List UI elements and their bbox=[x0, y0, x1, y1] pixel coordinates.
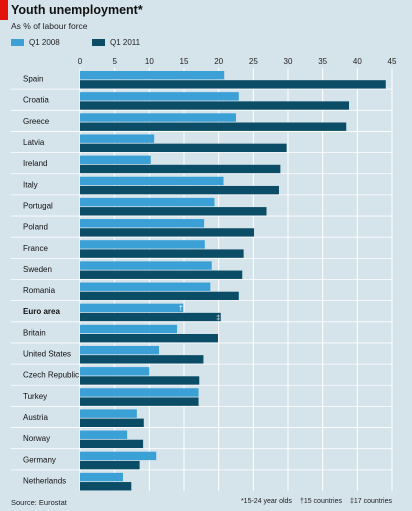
bar-turkey-q1-2011 bbox=[80, 397, 199, 406]
bar-poland-q1-2008 bbox=[80, 219, 205, 228]
bar-united-states-q1-2008 bbox=[80, 345, 160, 355]
bar-czech-republic-q1-2011 bbox=[80, 376, 200, 385]
bar-latvia-q1-2011 bbox=[80, 143, 287, 153]
bar-euro-area-q1-2008 bbox=[80, 303, 184, 313]
x-tick-label-35: 35 bbox=[318, 57, 327, 66]
category-label-britain: Britain bbox=[23, 328, 46, 337]
chart-title: Youth unemployment* bbox=[11, 3, 143, 17]
category-label-italy: Italy bbox=[23, 180, 38, 189]
annotation-marker-euro-area-q1-2008: † bbox=[179, 304, 183, 313]
footnote-age: *15-24 year olds bbox=[240, 498, 292, 505]
x-tick-label-30: 30 bbox=[284, 57, 293, 66]
x-tick-label-0: 0 bbox=[78, 57, 83, 66]
category-label-czech-republic: Czech Republic bbox=[23, 371, 79, 380]
category-label-euro-area: Euro area bbox=[23, 307, 60, 316]
bar-netherlands-q1-2011 bbox=[80, 482, 132, 491]
bar-latvia-q1-2008 bbox=[80, 134, 155, 143]
bar-spain-q1-2011 bbox=[80, 80, 386, 89]
bar-austria-q1-2011 bbox=[80, 418, 144, 427]
bar-poland-q1-2011 bbox=[80, 228, 255, 237]
bar-austria-q1-2008 bbox=[80, 409, 137, 418]
category-label-portugal: Portugal bbox=[23, 201, 53, 210]
bar-united-states-q1-2011 bbox=[80, 355, 204, 364]
bar-italy-q1-2011 bbox=[80, 185, 279, 195]
bar-france-q1-2008 bbox=[80, 240, 205, 249]
chart-subtitle: As % of labour force bbox=[11, 21, 88, 31]
footnote-17-countries: ‡17 countries bbox=[349, 498, 392, 505]
bar-germany-q1-2011 bbox=[80, 460, 140, 470]
category-label-netherlands: Netherlands bbox=[23, 476, 66, 485]
category-label-norway: Norway bbox=[23, 434, 50, 443]
bar-spain-q1-2008 bbox=[80, 71, 225, 80]
annotation-marker-euro-area-q1-2011: ‡ bbox=[216, 313, 220, 322]
category-label-united-states: United States bbox=[23, 350, 71, 359]
bar-croatia-q1-2011 bbox=[80, 101, 350, 110]
source-note: Source: Eurostat bbox=[11, 498, 67, 507]
bar-euro-area-q1-2011 bbox=[80, 312, 221, 322]
legend-label-q1-2011: Q1 2011 bbox=[110, 38, 141, 47]
bar-turkey-q1-2008 bbox=[80, 388, 199, 397]
legend-item-q1-2008: Q1 2008 bbox=[11, 38, 60, 47]
category-label-greece: Greece bbox=[23, 117, 50, 126]
category-label-latvia: Latvia bbox=[23, 138, 45, 147]
category-label-croatia: Croatia bbox=[23, 96, 49, 105]
bar-greece-q1-2008 bbox=[80, 113, 236, 122]
bar-norway-q1-2008 bbox=[80, 430, 128, 439]
legend-swatch-q1-2011 bbox=[92, 39, 105, 46]
category-label-austria: Austria bbox=[23, 413, 48, 422]
bar-romania-q1-2011 bbox=[80, 291, 239, 301]
bar-ireland-q1-2008 bbox=[80, 155, 151, 164]
red-accent-tab bbox=[0, 0, 8, 20]
category-label-spain: Spain bbox=[23, 75, 43, 84]
legend-label-q1-2008: Q1 2008 bbox=[29, 38, 60, 47]
bar-norway-q1-2011 bbox=[80, 439, 144, 449]
bar-greece-q1-2011 bbox=[80, 122, 347, 131]
x-tick-label-10: 10 bbox=[145, 57, 154, 66]
category-label-turkey: Turkey bbox=[23, 392, 47, 401]
bar-czech-republic-q1-2008 bbox=[80, 367, 150, 376]
category-label-romania: Romania bbox=[23, 286, 56, 295]
bar-sweden-q1-2008 bbox=[80, 261, 212, 270]
category-label-sweden: Sweden bbox=[23, 265, 52, 274]
bar-germany-q1-2008 bbox=[80, 451, 157, 461]
category-label-ireland: Ireland bbox=[23, 159, 47, 168]
x-tick-label-15: 15 bbox=[180, 57, 189, 66]
footnote-15-countries: †15 countries bbox=[299, 498, 342, 505]
bar-portugal-q1-2008 bbox=[80, 197, 215, 207]
legend-swatch-q1-2008 bbox=[11, 39, 24, 46]
x-tick-label-25: 25 bbox=[249, 57, 258, 66]
category-label-germany: Germany bbox=[23, 455, 56, 464]
x-tick-label-20: 20 bbox=[214, 57, 223, 66]
footnotes: *15-24 year olds †15 countries ‡17 countri… bbox=[233, 498, 392, 505]
x-tick-label-5: 5 bbox=[112, 57, 117, 66]
bar-portugal-q1-2011 bbox=[80, 207, 267, 216]
bar-britain-q1-2011 bbox=[80, 334, 218, 343]
bar-france-q1-2011 bbox=[80, 249, 244, 258]
bar-britain-q1-2008 bbox=[80, 324, 178, 334]
bar-croatia-q1-2008 bbox=[80, 92, 239, 101]
bar-sweden-q1-2011 bbox=[80, 270, 243, 279]
bar-italy-q1-2008 bbox=[80, 176, 224, 186]
bar-romania-q1-2008 bbox=[80, 282, 211, 291]
legend-item-q1-2011: Q1 2011 bbox=[92, 38, 140, 47]
bar-ireland-q1-2011 bbox=[80, 164, 281, 174]
category-label-france: France bbox=[23, 244, 48, 253]
bar-netherlands-q1-2008 bbox=[80, 472, 123, 482]
category-label-poland: Poland bbox=[23, 223, 48, 232]
x-tick-label-45: 45 bbox=[388, 57, 397, 66]
x-tick-label-40: 40 bbox=[353, 57, 362, 66]
